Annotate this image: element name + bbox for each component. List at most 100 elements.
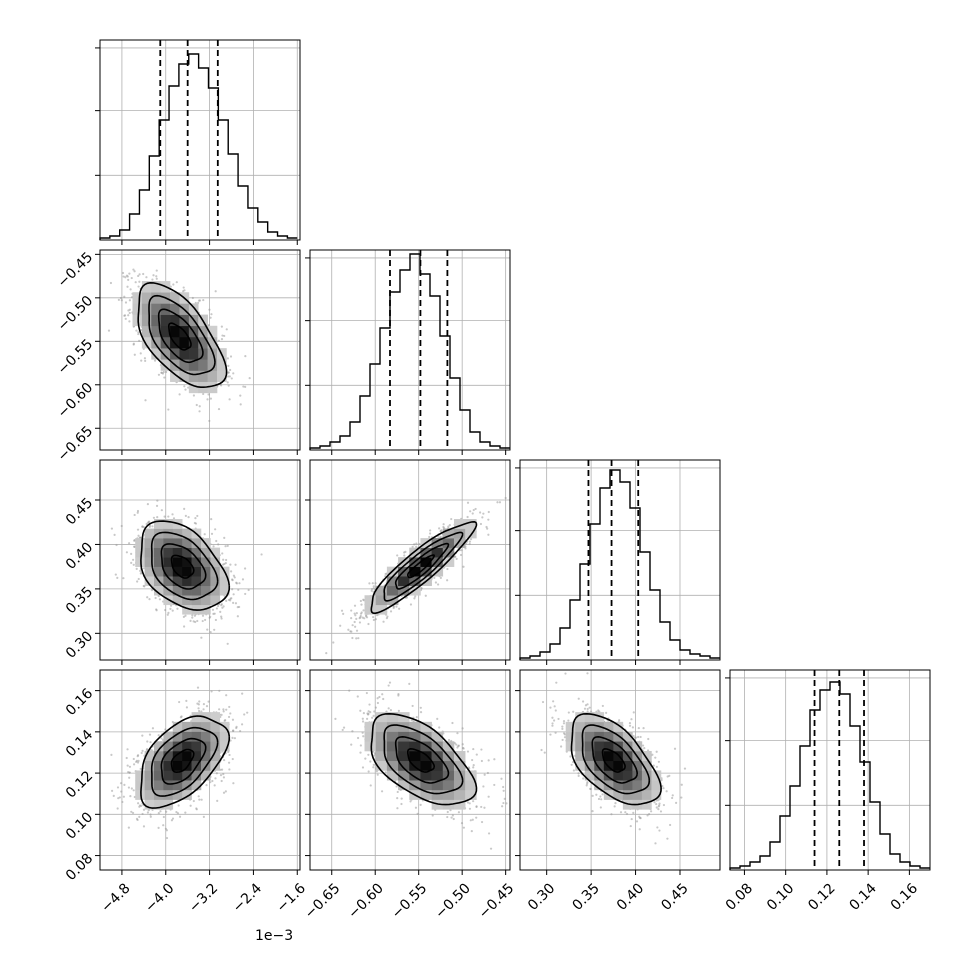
- contour-line: [170, 554, 195, 579]
- sample-point: [466, 501, 470, 504]
- contour-line: [150, 531, 219, 601]
- sample-point: [133, 270, 136, 273]
- sample-point: [230, 377, 233, 380]
- sample-point: [358, 621, 362, 624]
- density-cell: [170, 325, 180, 338]
- sample-point: [183, 507, 186, 510]
- sample-point: [411, 545, 414, 548]
- sample-point: [169, 604, 173, 607]
- sample-point: [231, 588, 234, 591]
- density-cell: [141, 281, 152, 293]
- sample-point: [167, 611, 170, 614]
- contour-line: [370, 520, 478, 615]
- sample-point: [147, 521, 150, 524]
- sample-point: [209, 397, 213, 400]
- sample-point: [164, 608, 167, 612]
- sample-point: [127, 309, 130, 312]
- sample-point: [487, 510, 490, 514]
- sample-point: [171, 513, 174, 516]
- sample-point: [351, 624, 354, 627]
- density-cell: [217, 359, 227, 371]
- density-cell: [160, 314, 171, 327]
- sample-point: [123, 783, 126, 787]
- sample-point: [415, 545, 418, 548]
- sample-point: [213, 628, 216, 631]
- sample-point: [472, 508, 475, 512]
- density-cell: [154, 566, 164, 577]
- density-cell: [375, 595, 388, 606]
- sample-point: [217, 407, 221, 411]
- sample-point: [206, 628, 209, 631]
- sample-point: [222, 605, 225, 608]
- density-cell: [191, 585, 202, 596]
- sample-point: [226, 642, 229, 645]
- sample-point: [374, 618, 377, 621]
- density-cell: [188, 303, 199, 315]
- sample-point: [414, 595, 417, 598]
- sample-point: [130, 561, 133, 564]
- sample-point: [139, 569, 142, 572]
- sample-point: [405, 596, 409, 599]
- sample-point: [203, 533, 206, 536]
- sample-point: [231, 578, 234, 581]
- sample-point: [244, 385, 247, 388]
- density-cell: [144, 547, 155, 558]
- sample-point: [193, 614, 196, 617]
- sample-point: [130, 276, 133, 280]
- density-cell: [210, 547, 221, 558]
- sample-point: [207, 323, 211, 327]
- contour-line: [168, 322, 192, 351]
- sample-point: [205, 784, 208, 787]
- sample-point: [228, 375, 231, 378]
- panel-frame: [729, 669, 931, 871]
- sample-point: [208, 419, 211, 423]
- sample-point: [396, 554, 399, 557]
- density-cell: [182, 585, 192, 596]
- sample-point: [350, 609, 353, 612]
- sample-point: [372, 615, 375, 619]
- sample-point: [404, 550, 407, 554]
- sample-point: [415, 542, 418, 545]
- density-cell: [453, 519, 466, 529]
- sample-point: [132, 343, 135, 346]
- sample-point: [220, 615, 223, 618]
- sample-point: [198, 709, 201, 713]
- density-cell: [207, 325, 218, 338]
- density-cell: [141, 314, 152, 327]
- sample-point: [370, 589, 373, 592]
- density-cell: [172, 595, 183, 606]
- sample-point: [219, 610, 222, 614]
- scatter-panel-p0-p2: [99, 459, 301, 661]
- density-cell: [409, 566, 421, 577]
- sample-point: [231, 736, 234, 739]
- density-cell: [191, 595, 202, 606]
- density-cell: [207, 359, 218, 371]
- sample-point: [217, 604, 220, 608]
- sample-point: [157, 373, 161, 376]
- density-cell: [163, 547, 174, 558]
- sample-point: [172, 283, 175, 286]
- density-cell: [151, 325, 161, 338]
- sample-point: [144, 359, 147, 362]
- sample-point: [210, 517, 213, 521]
- sample-point: [221, 334, 224, 337]
- sample-point: [138, 339, 141, 342]
- sample-point: [242, 385, 245, 388]
- density-cell: [170, 314, 180, 327]
- contour-line: [148, 294, 216, 376]
- sample-point: [368, 582, 371, 585]
- sample-point: [162, 370, 165, 374]
- histogram-panel-p0: [95, 39, 301, 241]
- sample-point: [228, 705, 231, 709]
- histogram-step-line: [729, 681, 930, 870]
- sample-point: [209, 316, 212, 319]
- density-cell: [207, 370, 218, 382]
- sample-point: [125, 756, 128, 760]
- sample-point: [163, 376, 166, 379]
- density-cell: [198, 325, 208, 338]
- density-cell: [217, 370, 227, 382]
- density-cell: [210, 595, 221, 606]
- sample-point: [202, 392, 205, 396]
- sample-point: [187, 386, 190, 389]
